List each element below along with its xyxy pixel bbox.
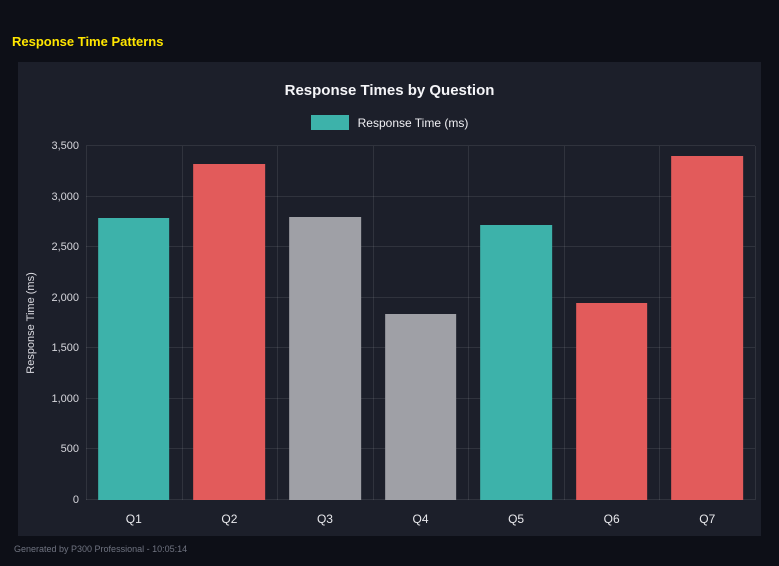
y-tick-label: 2,000 <box>51 291 79 304</box>
bar-q6 <box>575 302 648 500</box>
legend-swatch-icon <box>310 115 349 130</box>
chart-area: Response Time (ms) 0 500 1,000 1,500 2,000 2,… <box>18 140 761 506</box>
legend-item[interactable]: Response Time (ms) <box>310 115 469 130</box>
bar-q7 <box>671 156 744 500</box>
gridline-horizontal <box>86 296 755 298</box>
bar-q2 <box>193 164 266 500</box>
y-tick-label: 3,000 <box>51 190 79 203</box>
y-tick-label: 1,500 <box>51 342 79 355</box>
plot-area <box>86 145 756 500</box>
y-tick-label: 2,500 <box>51 241 79 254</box>
gridline-horizontal <box>86 145 755 146</box>
gridline-horizontal <box>86 246 755 248</box>
gridline-vertical <box>86 146 87 500</box>
bar-q5 <box>480 224 552 500</box>
bar-q1 <box>97 217 170 500</box>
chart-title: Response Times by Question <box>284 82 495 99</box>
x-axis-labels: Q1 Q2 Q3 Q4 Q5 Q6 Q7 <box>86 512 755 526</box>
legend-label: Response Time (ms) <box>357 115 469 130</box>
bar-q3 <box>289 216 361 500</box>
y-axis-ticks: 0 500 1,000 1,500 2,000 2,500 3,000 3,500 <box>44 140 86 506</box>
gridline-vertical <box>755 146 756 500</box>
footer-note: Generated by P300 Professional - 10:05:1… <box>14 544 188 554</box>
page-title: Response Time Patterns <box>12 34 164 49</box>
x-tick-label-q7: Q7 <box>699 512 716 526</box>
x-tick-label-q6: Q6 <box>603 512 620 526</box>
y-axis-title-text: Response Time (ms) <box>25 272 37 374</box>
y-tick-label: 1,000 <box>51 392 79 405</box>
bar-q4 <box>384 313 457 500</box>
x-tick-label-q5: Q5 <box>508 512 525 526</box>
chart-panel: Response Times by Question Response Time… <box>18 62 761 536</box>
gridline-vertical <box>277 146 279 500</box>
gridline-horizontal <box>86 195 755 197</box>
x-tick-label-q4: Q4 <box>412 512 429 526</box>
x-tick-label-q1: Q1 <box>125 512 142 526</box>
y-tick-label: 500 <box>60 443 79 456</box>
gridline-vertical <box>181 146 183 500</box>
chart-legend: Response Time (ms) <box>18 115 761 130</box>
y-axis-title: Response Time (ms) <box>18 146 44 500</box>
x-tick-label-q2: Q2 <box>221 512 238 526</box>
y-tick-label: 3,500 <box>51 140 79 152</box>
gridline-vertical <box>659 146 661 500</box>
gridline-vertical <box>563 146 565 500</box>
y-tick-label: 0 <box>72 494 79 506</box>
x-tick-label-q3: Q3 <box>316 512 333 526</box>
gridline-vertical <box>372 146 374 500</box>
gridline-vertical <box>468 146 470 500</box>
